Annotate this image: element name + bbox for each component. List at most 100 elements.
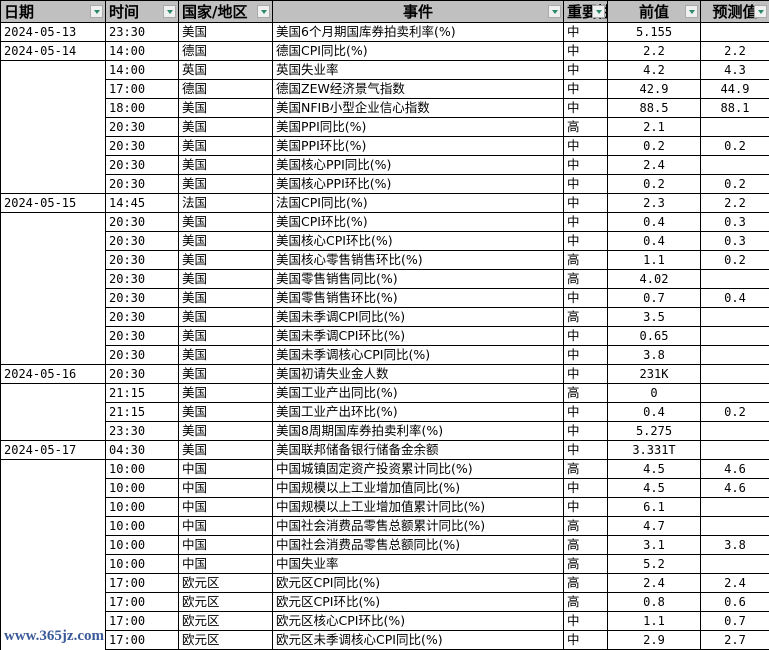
cell-date[interactable] xyxy=(1,536,106,555)
cell-forecast[interactable]: 44.9 xyxy=(701,80,769,99)
cell-event[interactable]: 美国NFIB小型企业信心指数 xyxy=(273,99,564,118)
cell-event[interactable]: 美国CPI环比(%) xyxy=(273,213,564,232)
cell-country[interactable]: 美国 xyxy=(179,213,273,232)
cell-event[interactable]: 美国未季调核心CPI同比(%) xyxy=(273,346,564,365)
cell-date[interactable] xyxy=(1,61,106,80)
cell-previous[interactable]: 0.65 xyxy=(608,327,701,346)
cell-time[interactable]: 20:30 xyxy=(106,213,179,232)
cell-previous[interactable]: 0.4 xyxy=(608,232,701,251)
cell-previous[interactable]: 0.2 xyxy=(608,137,701,156)
cell-previous[interactable]: 4.5 xyxy=(608,479,701,498)
cell-forecast[interactable]: 0.4 xyxy=(701,289,769,308)
cell-time[interactable]: 23:30 xyxy=(106,422,179,441)
cell-importance[interactable]: 高 xyxy=(564,574,608,593)
cell-previous[interactable]: 231K xyxy=(608,365,701,384)
cell-previous[interactable]: 4.02 xyxy=(608,270,701,289)
cell-event[interactable]: 美国初请失业金人数 xyxy=(273,365,564,384)
cell-country[interactable]: 美国 xyxy=(179,441,273,460)
cell-time[interactable]: 20:30 xyxy=(106,308,179,327)
cell-date[interactable] xyxy=(1,384,106,403)
cell-event[interactable]: 中国社会消费品零售总额累计同比(%) xyxy=(273,517,564,536)
cell-country[interactable]: 美国 xyxy=(179,251,273,270)
cell-forecast[interactable]: 0.7 xyxy=(701,612,769,631)
cell-previous[interactable]: 0.4 xyxy=(608,403,701,422)
cell-date[interactable] xyxy=(1,175,106,194)
cell-previous[interactable]: 2.4 xyxy=(608,156,701,175)
cell-importance[interactable]: 中 xyxy=(564,156,608,175)
cell-time[interactable]: 21:15 xyxy=(106,384,179,403)
cell-event[interactable]: 美国工业产出同比(%) xyxy=(273,384,564,403)
cell-country[interactable]: 中国 xyxy=(179,498,273,517)
cell-date[interactable] xyxy=(1,99,106,118)
cell-previous[interactable]: 1.1 xyxy=(608,251,701,270)
cell-country[interactable]: 中国 xyxy=(179,479,273,498)
cell-forecast[interactable] xyxy=(701,517,769,536)
cell-forecast[interactable] xyxy=(701,156,769,175)
cell-time[interactable]: 20:30 xyxy=(106,232,179,251)
cell-country[interactable]: 中国 xyxy=(179,536,273,555)
cell-previous[interactable]: 4.2 xyxy=(608,61,701,80)
cell-event[interactable]: 美国联邦储备银行储备金余额 xyxy=(273,441,564,460)
cell-previous[interactable]: 5.275 xyxy=(608,422,701,441)
cell-time[interactable]: 04:30 xyxy=(106,441,179,460)
cell-country[interactable]: 欧元区 xyxy=(179,612,273,631)
cell-time[interactable]: 10:00 xyxy=(106,536,179,555)
cell-forecast[interactable]: 4.6 xyxy=(701,460,769,479)
cell-forecast[interactable]: 3.8 xyxy=(701,536,769,555)
cell-importance[interactable]: 中 xyxy=(564,327,608,346)
cell-forecast[interactable]: 0.3 xyxy=(701,232,769,251)
cell-importance[interactable]: 中 xyxy=(564,194,608,213)
cell-event[interactable]: 美国未季调CPI同比(%) xyxy=(273,308,564,327)
cell-date[interactable] xyxy=(1,593,106,612)
cell-importance[interactable]: 中 xyxy=(564,422,608,441)
cell-country[interactable]: 法国 xyxy=(179,194,273,213)
cell-forecast[interactable]: 2.7 xyxy=(701,631,769,650)
cell-time[interactable]: 20:30 xyxy=(106,327,179,346)
cell-time[interactable]: 17:00 xyxy=(106,612,179,631)
cell-event[interactable]: 美国核心CPI环比(%) xyxy=(273,232,564,251)
filter-dropdown-icon[interactable] xyxy=(548,5,561,18)
cell-event[interactable]: 欧元区CPI同比(%) xyxy=(273,574,564,593)
cell-event[interactable]: 美国未季调CPI环比(%) xyxy=(273,327,564,346)
cell-time[interactable]: 10:00 xyxy=(106,479,179,498)
cell-country[interactable]: 欧元区 xyxy=(179,574,273,593)
cell-previous[interactable]: 0.4 xyxy=(608,213,701,232)
cell-forecast[interactable] xyxy=(701,555,769,574)
cell-country[interactable]: 德国 xyxy=(179,42,273,61)
cell-date[interactable]: 2024-05-17 xyxy=(1,441,106,460)
cell-event[interactable]: 中国规模以上工业增加值累计同比(%) xyxy=(273,498,564,517)
cell-event[interactable]: 法国CPI同比(%) xyxy=(273,194,564,213)
cell-importance[interactable]: 中 xyxy=(564,403,608,422)
cell-event[interactable]: 欧元区CPI环比(%) xyxy=(273,593,564,612)
cell-forecast[interactable]: 2.4 xyxy=(701,574,769,593)
cell-event[interactable]: 美国8周期国库券拍卖利率(%) xyxy=(273,422,564,441)
cell-event[interactable]: 欧元区核心CPI环比(%) xyxy=(273,612,564,631)
cell-time[interactable]: 20:30 xyxy=(106,156,179,175)
cell-time[interactable]: 10:00 xyxy=(106,460,179,479)
cell-time[interactable]: 23:30 xyxy=(106,23,179,42)
filter-dropdown-icon[interactable] xyxy=(90,5,103,18)
cell-importance[interactable]: 中 xyxy=(564,289,608,308)
cell-previous[interactable]: 42.9 xyxy=(608,80,701,99)
cell-country[interactable]: 美国 xyxy=(179,422,273,441)
cell-previous[interactable]: 5.155 xyxy=(608,23,701,42)
cell-forecast[interactable]: 0.3 xyxy=(701,213,769,232)
cell-country[interactable]: 美国 xyxy=(179,175,273,194)
cell-importance[interactable]: 高 xyxy=(564,555,608,574)
cell-previous[interactable]: 3.1 xyxy=(608,536,701,555)
cell-date[interactable] xyxy=(1,555,106,574)
cell-importance[interactable]: 高 xyxy=(564,251,608,270)
cell-forecast[interactable]: 0.2 xyxy=(701,175,769,194)
cell-country[interactable]: 美国 xyxy=(179,346,273,365)
cell-importance[interactable]: 中 xyxy=(564,61,608,80)
cell-time[interactable]: 20:30 xyxy=(106,270,179,289)
cell-importance[interactable]: 中 xyxy=(564,346,608,365)
cell-time[interactable]: 21:15 xyxy=(106,403,179,422)
cell-forecast[interactable]: 0.2 xyxy=(701,251,769,270)
cell-forecast[interactable] xyxy=(701,498,769,517)
cell-time[interactable]: 14:00 xyxy=(106,42,179,61)
cell-country[interactable]: 欧元区 xyxy=(179,631,273,650)
cell-event[interactable]: 美国核心PPI环比(%) xyxy=(273,175,564,194)
cell-previous[interactable]: 4.7 xyxy=(608,517,701,536)
cell-event[interactable]: 美国6个月期国库券拍卖利率(%) xyxy=(273,23,564,42)
